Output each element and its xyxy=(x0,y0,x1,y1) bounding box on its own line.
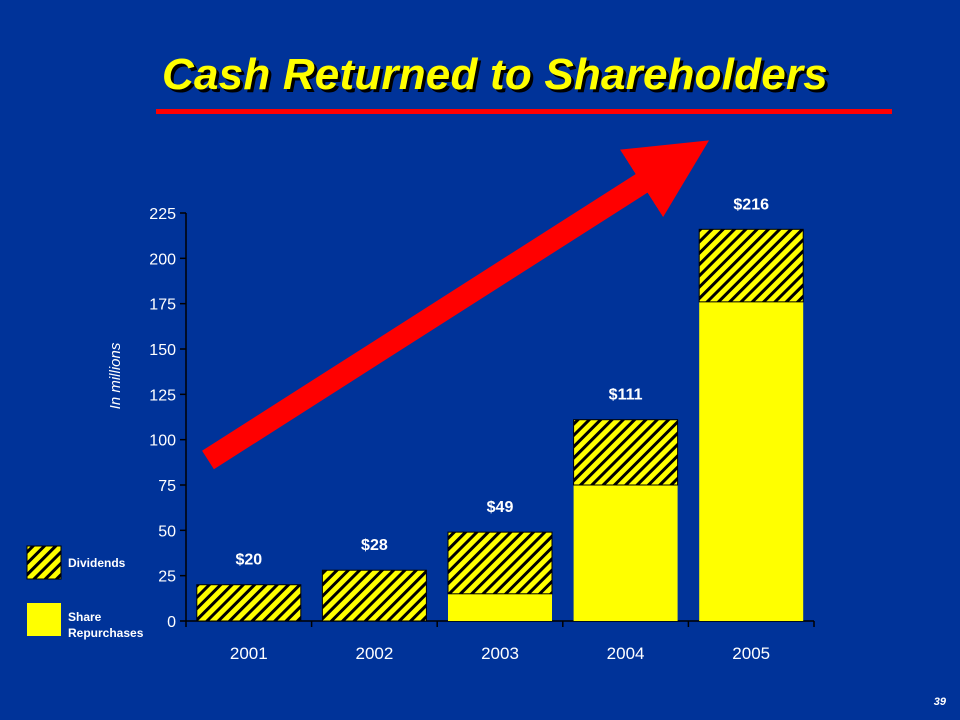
bar-share-repurchases xyxy=(573,485,678,621)
bars xyxy=(196,228,804,622)
bar-dividends xyxy=(447,531,553,595)
y-tick-label: 150 xyxy=(149,342,176,359)
y-tick-label: 100 xyxy=(149,433,176,450)
y-tick-label: 50 xyxy=(158,523,176,540)
x-axis: 2001 2002 2003 2004 2005 xyxy=(185,620,815,663)
y-tick-label: 0 xyxy=(167,614,176,631)
bar-total-label: $49 xyxy=(487,499,514,516)
x-tick-label: 2001 xyxy=(230,644,268,663)
legend-swatch-dividends xyxy=(26,545,62,580)
y-axis: 0 25 50 75 100 125 150 175 200 225 xyxy=(149,206,187,631)
y-tick-label: 125 xyxy=(149,387,176,404)
slide-title: Cash Returned to Shareholders xyxy=(162,50,828,99)
x-tick-label: 2005 xyxy=(732,644,770,663)
bar-share-repurchases xyxy=(699,301,804,621)
trend-arrow xyxy=(202,140,710,470)
bar-total-label: $216 xyxy=(733,196,769,213)
value-labels: $20 $28 $49 $111 $216 xyxy=(235,196,769,568)
bar-dividends xyxy=(321,569,427,622)
x-tick-label: 2003 xyxy=(481,644,519,663)
y-tick-label: 25 xyxy=(158,569,176,586)
bar-dividends xyxy=(573,419,679,486)
legend-swatch-share-repurchases xyxy=(27,603,61,636)
legend-label-dividends: Dividends xyxy=(68,556,126,570)
y-tick-label: 175 xyxy=(149,297,176,314)
x-tick-label: 2002 xyxy=(355,644,393,663)
legend: Dividends Share Repurchases xyxy=(26,545,144,640)
bar-dividends xyxy=(196,584,302,622)
title-divider xyxy=(156,109,892,114)
y-tick-label: 75 xyxy=(158,478,176,495)
page-number: 39 xyxy=(933,696,946,708)
bar-total-label: $20 xyxy=(235,552,262,569)
y-axis-label: In millions xyxy=(107,342,124,409)
y-tick-label: 200 xyxy=(149,251,176,268)
x-tick-label: 2004 xyxy=(607,644,645,663)
bar-total-label: $28 xyxy=(361,537,388,554)
legend-label-share-repurchases: Share Repurchases xyxy=(68,610,144,640)
bar-dividends xyxy=(698,228,804,303)
bar-share-repurchases xyxy=(448,593,552,621)
bar-total-label: $111 xyxy=(609,387,643,404)
y-tick-label: 225 xyxy=(149,206,176,223)
